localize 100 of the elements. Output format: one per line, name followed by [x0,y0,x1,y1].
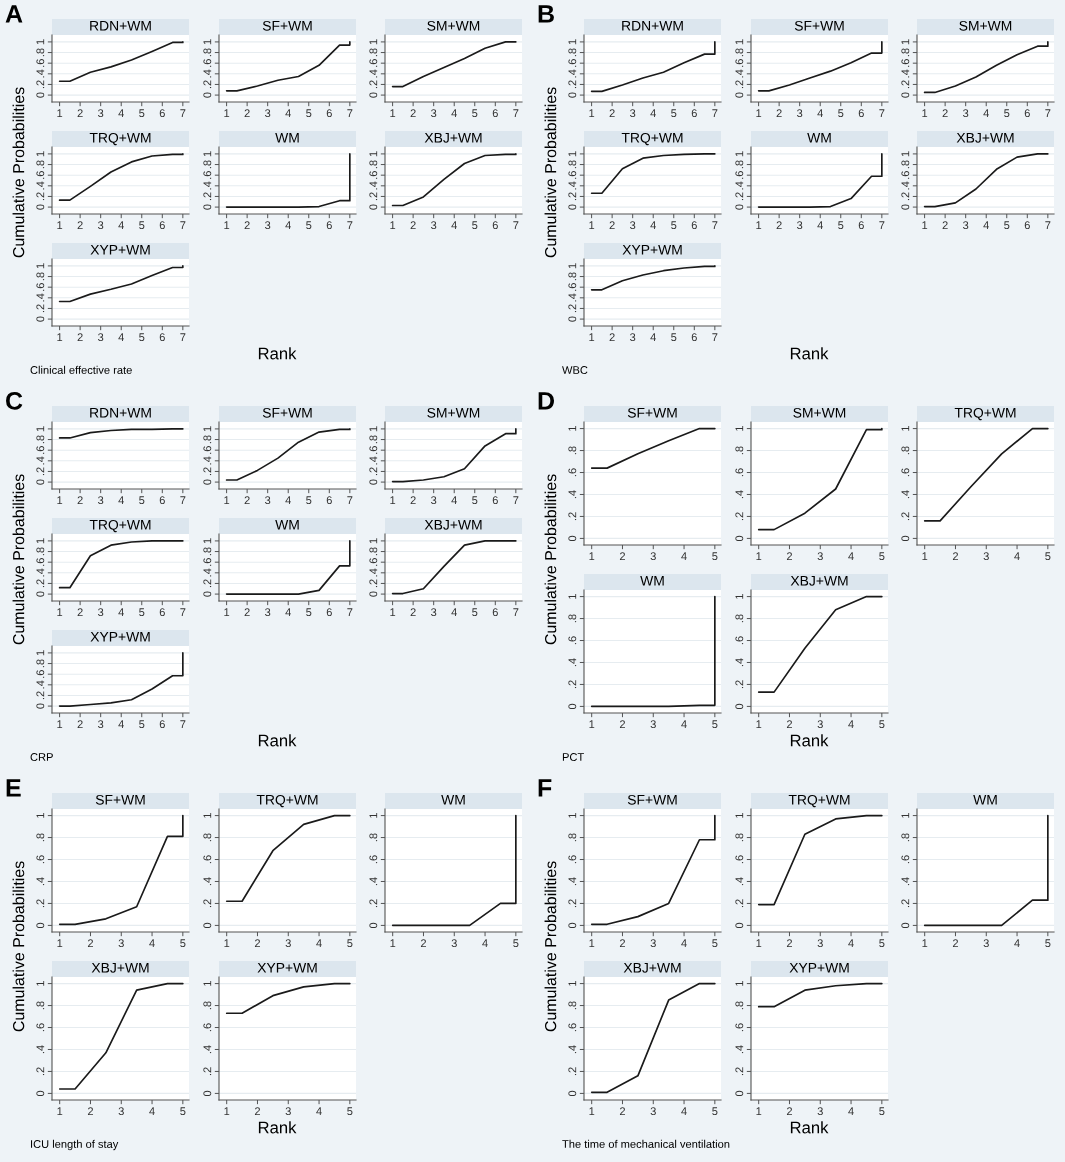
x-tick-label: 1 [922,939,928,947]
x-axis-title: Rank [258,1121,297,1134]
x-tick-label: 7 [712,109,718,117]
x-tick-label: 4 [650,109,656,117]
x-tick-label: 2 [786,1107,793,1115]
x-tick-label: 4 [848,939,854,947]
line-series [757,153,883,208]
y-tick-label: .2 [369,80,378,89]
chart-title: TRQ+WM [954,407,1016,421]
y-tick-label: 1 [369,538,378,544]
y-tick-label: .2 [203,579,212,588]
x-tick-label: 7 [180,221,186,229]
x-tick-label: 3 [650,552,656,561]
x-tick-label: 3 [265,221,271,230]
chart-title: XBJ+WM [956,133,1014,143]
x-tick-label: 5 [879,1107,885,1116]
y-tick-label: .8 [568,48,577,57]
y-tick-label: .2 [369,579,378,588]
y-tick-label: .8 [901,160,910,169]
x-tick-label: 4 [451,496,457,504]
x-tick-label: 6 [326,608,332,617]
y-tick-label: 0 [203,204,212,210]
y-tick-label: .4 [735,877,744,886]
y-tick-label: 0 [735,1090,744,1097]
y-tick-label: 1 [36,813,45,818]
x-tick-label: 3 [451,939,457,948]
x-tick-label: 1 [390,109,396,117]
y-tick-label: .8 [735,1001,744,1010]
y-tick-label: 1 [901,426,910,431]
y-tick-label: .2 [735,80,744,89]
x-tick-label: 1 [224,221,230,229]
x-tick-label: 1 [57,608,63,616]
x-tick-label: 4 [149,939,155,947]
y-tick-label: .8 [735,160,744,169]
x-tick-label: 1 [756,720,762,728]
x-tick-label: 1 [922,109,928,117]
text: PCT [562,753,584,761]
y-tick-label: 1 [369,39,378,45]
chart-title: RDN+WM [90,21,151,31]
x-tick-label: 1 [589,221,595,229]
y-tick-label: .6 [203,1023,212,1032]
y-tick-label: 1 [369,813,378,818]
y-tick-label: .2 [901,80,910,89]
y-tick-label: .6 [36,59,45,67]
y-tick-label: .2 [369,467,378,476]
chart-title: XBJ+WM [424,133,482,143]
y-tick-label: 1 [735,426,744,431]
y-tick-label: .6 [568,468,577,477]
x-tick-label: 6 [492,608,498,617]
x-tick-label: 5 [306,109,312,118]
x-tick-label: 6 [159,496,165,505]
x-tick-label: 2 [952,552,959,560]
y-tick-label: .8 [568,446,577,455]
x-tick-label: 4 [316,1107,322,1115]
line-series [58,814,184,926]
y-tick-label: .2 [203,192,212,201]
x-tick-label: 3 [431,496,437,505]
y-tick-label: 1 [735,39,744,45]
x-tick-label: 2 [619,1107,626,1115]
x-tick-label: 6 [691,109,697,118]
x-tick-label: 6 [691,333,697,342]
line-series [58,428,184,439]
y-tick-label: 0 [36,591,45,597]
y-tick-label: .8 [735,446,744,455]
y-tick-label: .4 [203,69,212,78]
y-tick-label: .6 [369,171,378,179]
x-tick-label: 1 [390,939,396,947]
y-tick-label: .8 [369,160,378,169]
y-tick-label: .6 [203,558,212,566]
y-tick-label: .8 [901,446,910,455]
x-tick-label: 2 [410,608,416,616]
x-tick-label: 3 [431,608,437,617]
chart-title: XBJ+WM [91,963,149,973]
y-tick-label: .6 [568,283,577,291]
x-tick-label: 2 [942,109,948,117]
x-tick-label: 7 [712,221,718,229]
x-tick-label: 2 [77,720,83,728]
x-tick-label: 5 [306,496,312,505]
y-tick-label: .8 [36,659,45,668]
y-tick-label: 1 [203,813,212,818]
y-tick-label: .8 [568,272,577,281]
y-tick-label: .4 [203,456,212,465]
text: C [6,392,23,410]
y-tick-label: 1 [36,426,45,432]
y-tick-label: 1 [568,594,577,599]
y-tick-label: 1 [36,538,45,544]
y-tick-label: 0 [203,479,212,485]
chart-title: SM+WM [427,20,480,31]
y-tick-label: .2 [735,899,744,908]
x-tick-label: 3 [817,1107,823,1116]
x-tick-label: 5 [139,496,145,505]
y-tick-label: .4 [203,568,212,577]
y-tick-label: 0 [36,204,45,210]
x-tick-label: 3 [98,720,104,729]
x-tick-label: 6 [492,496,498,505]
x-tick-label: 5 [139,333,145,342]
line-series [225,982,351,1015]
x-tick-label: 1 [57,333,63,341]
y-tick-label: .8 [568,833,577,842]
line-series [391,540,517,595]
